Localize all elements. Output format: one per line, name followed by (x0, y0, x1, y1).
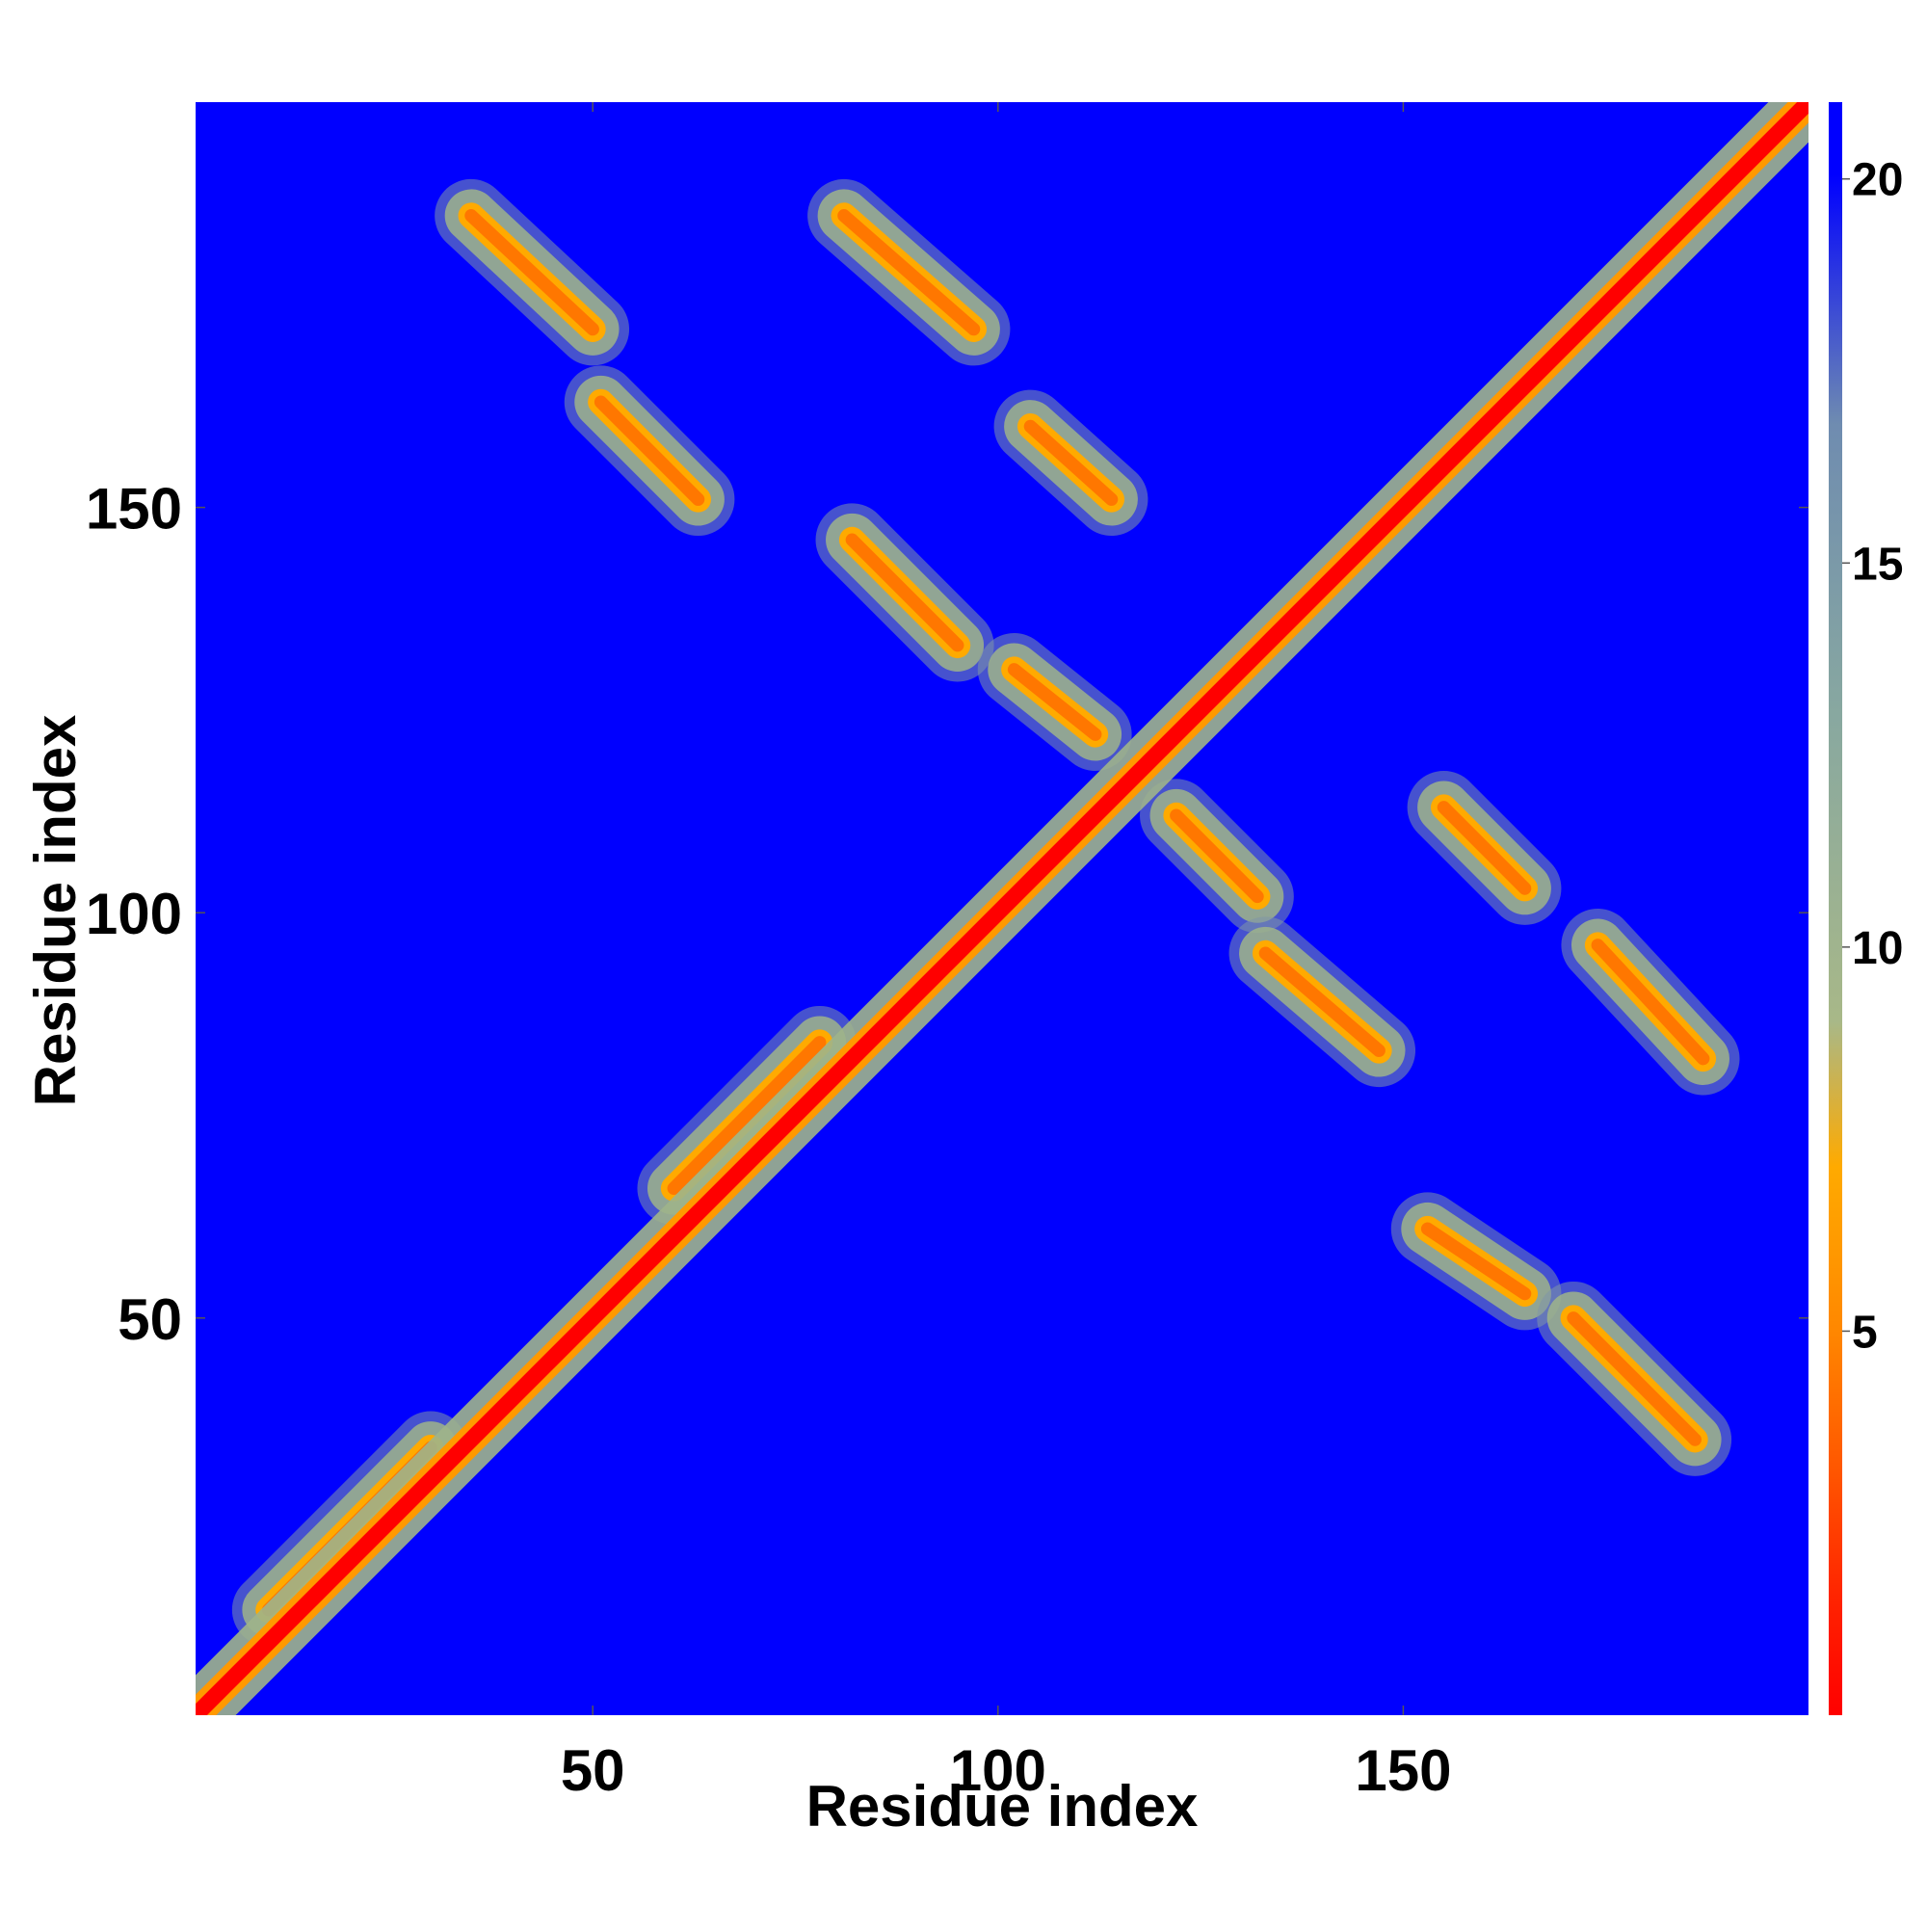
contact-band-8 (1228, 916, 1416, 1088)
y-tick-label: 150 (86, 477, 182, 542)
colorbar-tick-label: 5 (1852, 1307, 1878, 1358)
contact-band-6 (977, 632, 1132, 771)
contact-band-11 (1390, 1192, 1562, 1331)
contact-band-7 (1140, 779, 1294, 934)
contact-band-2 (564, 365, 735, 537)
contact-band-4 (993, 389, 1148, 537)
contact-band-5 (815, 503, 994, 682)
colorbar: 5 10 15 20 (1829, 102, 1903, 1715)
y-tick-label: 100 (86, 882, 182, 946)
x-axis-title: Residue index (806, 1774, 1199, 1839)
colorbar-tick-label: 10 (1852, 923, 1903, 974)
contact-band-3 (807, 178, 1011, 366)
contact-band-14 (637, 1005, 857, 1226)
contact-bands (231, 178, 1740, 1647)
y-axis-title: Residue index (23, 715, 88, 1107)
x-tick-label: 150 (1355, 1738, 1451, 1803)
colorbar-tick-label: 20 (1852, 155, 1903, 206)
x-tick-label: 100 (950, 1738, 1046, 1803)
colorbar-tick-label: 15 (1852, 539, 1903, 590)
contact-band-9 (1407, 770, 1562, 925)
contact-band-1 (435, 178, 630, 366)
contact-band-12 (1537, 1281, 1732, 1476)
y-tick-label: 50 (118, 1287, 182, 1352)
axes: 50 100 150 50 100 150 (86, 102, 1808, 1803)
colorbar-gradient (1829, 102, 1842, 1715)
contact-band-10 (1561, 908, 1740, 1096)
diagonal-band (196, 102, 1808, 1715)
x-tick-label: 50 (561, 1738, 625, 1803)
diagonal-stroke-3 (196, 102, 1808, 1715)
